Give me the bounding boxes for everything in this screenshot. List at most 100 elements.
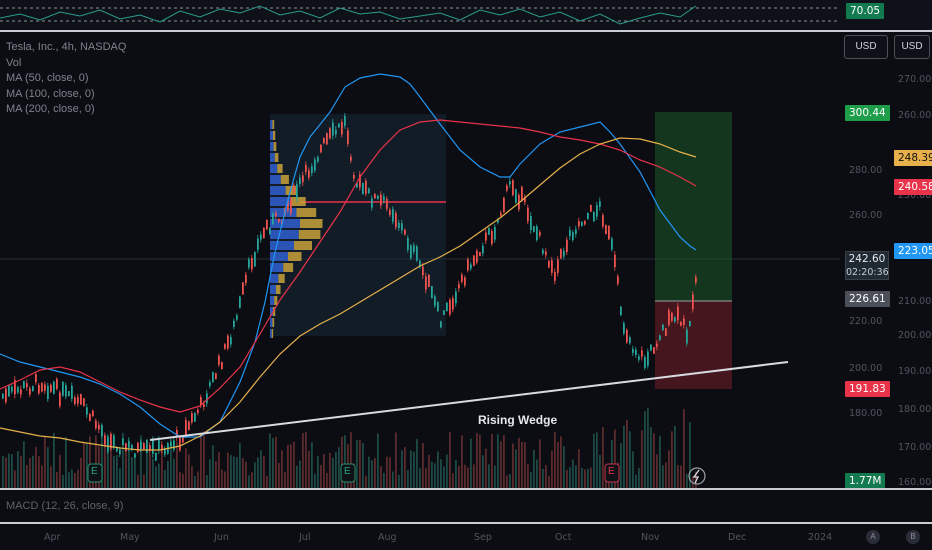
- candle-body: [395, 213, 397, 228]
- candle-body: [380, 194, 382, 206]
- earnings-label[interactable]: E: [608, 466, 615, 477]
- candle-body: [668, 310, 670, 325]
- price-tick: 180.00: [849, 408, 883, 419]
- volume-bar: [644, 411, 646, 488]
- pane-separator[interactable]: [0, 522, 932, 524]
- candle-body: [47, 385, 49, 400]
- candle-body: [350, 156, 352, 161]
- candle-body: [539, 232, 541, 236]
- ma50-price-tag: 223.05: [894, 243, 932, 259]
- candle-body: [248, 259, 250, 268]
- candle-body: [512, 180, 514, 196]
- volume-bar: [419, 468, 421, 488]
- currency-button-right[interactable]: USD: [894, 35, 930, 59]
- volume-bar: [134, 454, 136, 488]
- volume-bar: [590, 467, 592, 488]
- candle-body: [38, 384, 40, 394]
- volume-profile-row: [277, 164, 283, 173]
- volume-bar: [587, 468, 589, 488]
- candle-body: [203, 403, 205, 408]
- volume-bar: [269, 433, 271, 488]
- candle-body: [71, 385, 73, 399]
- candle-body: [170, 442, 172, 447]
- volume-bar: [464, 464, 466, 488]
- candle-body: [197, 409, 199, 413]
- candle-body: [446, 302, 448, 311]
- volume-legend[interactable]: Vol: [6, 56, 22, 69]
- time-axis[interactable]: Apr May Jun Jul Aug Sep Oct Nov Dec 2024…: [0, 524, 932, 550]
- volume-bar: [152, 458, 154, 488]
- volume-bar: [668, 450, 670, 488]
- price-tick: 190.00: [898, 366, 932, 377]
- volume-bar: [299, 460, 301, 488]
- volume-bar: [440, 459, 442, 488]
- candle-body: [185, 420, 187, 435]
- candle-body: [227, 335, 229, 349]
- volume-bar: [512, 443, 514, 488]
- volume-bar: [362, 443, 364, 488]
- candle-body: [680, 321, 682, 326]
- pane-separator[interactable]: [0, 30, 932, 32]
- log-scale-button[interactable]: B: [906, 530, 920, 544]
- candle-body: [566, 239, 568, 253]
- volume-bar: [653, 433, 655, 488]
- symbol-title[interactable]: Tesla, Inc., 4h, NASDAQ: [6, 41, 127, 53]
- ma200-legend[interactable]: MA (200, close, 0): [6, 103, 95, 115]
- candle-body: [74, 397, 76, 404]
- candle-body: [605, 224, 607, 235]
- volume-bar: [509, 473, 511, 488]
- volume-profile-row: [272, 120, 275, 129]
- candle-body: [5, 388, 7, 402]
- candle-body: [53, 381, 55, 394]
- candle-body: [536, 226, 538, 241]
- price-chart[interactable]: [0, 32, 932, 488]
- candle-body: [254, 252, 256, 267]
- candle-body: [311, 166, 313, 174]
- candle-body: [23, 381, 25, 389]
- candle-body: [56, 378, 58, 389]
- candle-body: [383, 196, 385, 201]
- volume-bar: [578, 449, 580, 488]
- pane-separator[interactable]: [0, 488, 932, 490]
- volume-bar: [449, 431, 451, 488]
- volume-bar: [53, 432, 55, 488]
- volume-bar: [89, 436, 91, 488]
- candle-body: [461, 274, 463, 282]
- volume-bar: [50, 466, 52, 488]
- candle-body: [509, 181, 511, 185]
- candle-body: [608, 225, 610, 240]
- candle-body: [611, 238, 613, 250]
- volume-bar: [686, 474, 688, 488]
- candle-body: [593, 212, 595, 222]
- auto-scale-button[interactable]: A: [866, 530, 880, 544]
- candle-body: [320, 144, 322, 153]
- volume-bar: [377, 433, 379, 488]
- volume-profile-row: [270, 241, 294, 250]
- candle-body: [206, 393, 208, 404]
- candle-body: [236, 315, 238, 320]
- volume-bar: [182, 473, 184, 488]
- volume-bar: [629, 431, 631, 488]
- candle-body: [674, 317, 676, 322]
- volume-bar: [335, 452, 337, 488]
- earnings-label[interactable]: E: [91, 466, 98, 477]
- candle-body: [131, 444, 133, 451]
- macd-legend[interactable]: MACD (12, 26, close, 9): [6, 500, 124, 512]
- volume-bar: [398, 474, 400, 488]
- ma100-legend[interactable]: MA (100, close, 0): [6, 87, 95, 100]
- candle-body: [29, 388, 31, 395]
- candle-body: [194, 412, 196, 422]
- candlesticks: [2, 113, 697, 462]
- rising-wedge-label[interactable]: Rising Wedge: [478, 413, 558, 427]
- ma200-price-tag: 240.58: [894, 179, 932, 195]
- candle-body: [602, 215, 604, 227]
- candle-body: [584, 221, 586, 225]
- volume-bar: [518, 437, 520, 488]
- earnings-label[interactable]: E: [344, 466, 351, 477]
- currency-button-left[interactable]: USD: [844, 35, 888, 59]
- candle-body: [179, 436, 181, 451]
- candle-body: [422, 266, 424, 276]
- volume-bar: [146, 451, 148, 488]
- ma50-legend[interactable]: MA (50, close, 0): [6, 72, 89, 84]
- volume-bar: [188, 454, 190, 488]
